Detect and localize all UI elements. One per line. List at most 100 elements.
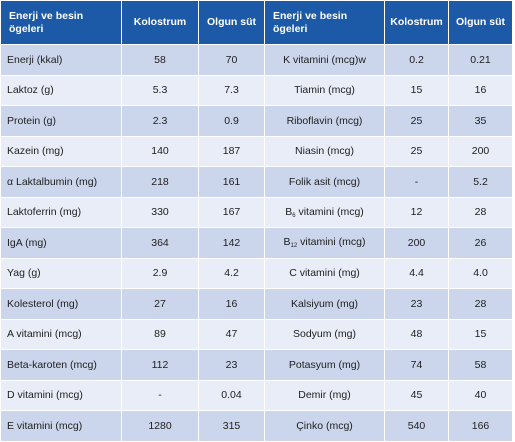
left-colostrum-value: 112 <box>121 349 199 381</box>
left-nutrient-name: Yag (g) <box>0 257 122 289</box>
right-nutrient-name: Sodyum (mg) <box>264 318 385 350</box>
left-nutrient-name: Laktoz (g) <box>0 74 122 106</box>
right-nutrient-name: Çinko (mcg) <box>264 410 385 442</box>
table-row: Laktoz (g) 5.3 7.3 Tiamin (mcg) 15 16 <box>0 74 513 106</box>
left-mature-milk-value: 7.3 <box>198 74 265 106</box>
table-row: D vitamini (mcg) -0.04 Demir (mg) 45 40 <box>0 379 513 411</box>
header-mature-milk-left: Olgun süt <box>198 0 265 45</box>
table-row: Kazein (mg) 140 187 Niasin (mcg) 25 200 <box>0 135 513 167</box>
left-colostrum-value: 1280 <box>121 410 199 442</box>
right-mature-milk-value: 5.2 <box>448 166 513 198</box>
left-colostrum-value: - <box>121 379 199 411</box>
table-row: Kolesterol (mg) 27 16 Kalsiyum (mg) 23 28 <box>0 288 513 320</box>
left-mature-milk-value: 161 <box>198 166 265 198</box>
table-row: α Laktalbumin (mg) 218 161 Folik asit (mcg)… <box>0 166 513 198</box>
table-row: Laktoferrin (mg) 330 167 B6 vitamini (mcg) 1… <box>0 196 513 228</box>
table-body: Enerji (kkal) 58 70 K vitamini (mcg)w 0.2 0.2… <box>0 44 513 442</box>
left-mature-milk-value: 4.2 <box>198 257 265 289</box>
header-nutrient-right: Enerji ve besin ögeleri <box>264 0 385 45</box>
left-nutrient-name: IgA (mg) <box>0 227 122 259</box>
right-mature-milk-value: 16 <box>448 74 513 106</box>
right-nutrient-name: Folik asit (mcg) <box>264 166 385 198</box>
right-mature-milk-value: 40 <box>448 379 513 411</box>
left-colostrum-value: 218 <box>121 166 199 198</box>
left-colostrum-value: 27 <box>121 288 199 320</box>
left-colostrum-value: 330 <box>121 196 199 228</box>
right-nutrient-name-main: B <box>285 205 293 218</box>
left-colostrum-value: 2.3 <box>121 105 199 137</box>
right-mature-milk-value: 0.21 <box>448 44 513 76</box>
header-nutrient-line2: ögeleri <box>9 22 44 35</box>
left-colostrum-value: 364 <box>121 227 199 259</box>
right-nutrient-name: Kalsiyum (mg) <box>264 288 385 320</box>
left-nutrient-name: Protein (g) <box>0 105 122 137</box>
header-mature-milk-right: Olgun süt <box>448 0 513 45</box>
right-mature-milk-value: 28 <box>448 196 513 228</box>
right-nutrient-name: Niasin (mcg) <box>264 135 385 167</box>
right-mature-milk-value: 15 <box>448 318 513 350</box>
left-mature-milk-value: 0.04 <box>198 379 265 411</box>
table-row: E vitamini (mcg) 1280 315 Çinko (mcg) 540 166 <box>0 410 513 442</box>
left-nutrient-name: Enerji (kkal) <box>0 44 122 76</box>
left-colostrum-value: 58 <box>121 44 199 76</box>
header-colostrum-left: Kolostrum <box>121 0 199 45</box>
left-mature-milk-value: 23 <box>198 349 265 381</box>
right-nutrient-name: B12 vitamini (mcg) <box>264 227 385 259</box>
left-nutrient-name: E vitamini (mcg) <box>0 410 122 442</box>
table-row: Beta-karoten (mcg) 112 23 Potasyum (mg) 74 58 <box>0 349 513 381</box>
left-mature-milk-value: 47 <box>198 318 265 350</box>
table-row: A vitamini (mcg) 89 47 Sodyum (mg) 48 15 <box>0 318 513 350</box>
right-nutrient-name: C vitamini (mg) <box>264 257 385 289</box>
left-nutrient-name: A vitamini (mcg) <box>0 318 122 350</box>
right-colostrum-value: 45 <box>384 379 449 411</box>
right-nutrient-name-rest: vitamini (mcg) <box>297 236 366 249</box>
right-colostrum-value: - <box>384 166 449 198</box>
left-mature-milk-value: 70 <box>198 44 265 76</box>
right-colostrum-value: 15 <box>384 74 449 106</box>
left-nutrient-name: D vitamini (mcg) <box>0 379 122 411</box>
left-colostrum-value: 5.3 <box>121 74 199 106</box>
left-mature-milk-value: 187 <box>198 135 265 167</box>
right-nutrient-name: Potasyum (mg) <box>264 349 385 381</box>
left-colostrum-value: 89 <box>121 318 199 350</box>
left-nutrient-name: Kazein (mg) <box>0 135 122 167</box>
right-colostrum-value: 200 <box>384 227 449 259</box>
left-mature-milk-value: 0.9 <box>198 105 265 137</box>
table-row: Protein (g) 2.3 0.9 Riboflavin (mcg) 25 35 <box>0 105 513 137</box>
right-colostrum-value: 48 <box>384 318 449 350</box>
right-colostrum-value: 25 <box>384 105 449 137</box>
header-nutrient-line2: ögeleri <box>273 22 308 35</box>
right-nutrient-name: Demir (mg) <box>264 379 385 411</box>
header-nutrient-left: Enerji ve besin ögeleri <box>0 0 122 45</box>
left-colostrum-value: 140 <box>121 135 199 167</box>
left-mature-milk-value: 315 <box>198 410 265 442</box>
left-nutrient-name: Laktoferrin (mg) <box>0 196 122 228</box>
right-nutrient-name-main: B <box>283 236 291 249</box>
header-nutrient-line1: Enerji ve besin <box>9 9 84 22</box>
right-mature-milk-value: 200 <box>448 135 513 167</box>
left-mature-milk-value: 167 <box>198 196 265 228</box>
right-colostrum-value: 0.2 <box>384 44 449 76</box>
table-header-row: Enerji ve besin ögeleri Kolostrum Olgun s… <box>0 0 513 45</box>
left-mature-milk-value: 142 <box>198 227 265 259</box>
right-colostrum-value: 12 <box>384 196 449 228</box>
right-mature-milk-value: 28 <box>448 288 513 320</box>
right-nutrient-name: Riboflavin (mcg) <box>264 105 385 137</box>
right-nutrient-name-subscript: 12 <box>290 243 298 250</box>
right-nutrient-name: Tiamin (mcg) <box>264 74 385 106</box>
right-colostrum-value: 74 <box>384 349 449 381</box>
right-mature-milk-value: 35 <box>448 105 513 137</box>
left-mature-milk-value: 16 <box>198 288 265 320</box>
right-nutrient-name: K vitamini (mcg)w <box>264 44 385 76</box>
right-mature-milk-value: 4.0 <box>448 257 513 289</box>
table-row: Enerji (kkal) 58 70 K vitamini (mcg)w 0.2 0.2… <box>0 44 513 76</box>
right-mature-milk-value: 166 <box>448 410 513 442</box>
right-nutrient-name-rest: vitamini (mcg) <box>295 205 364 218</box>
left-nutrient-name: Beta-karoten (mcg) <box>0 349 122 381</box>
right-nutrient-name-subscript: 6 <box>292 212 296 219</box>
table-row: IgA (mg) 364 142 B12 vitamini (mcg) 200 26 <box>0 227 513 259</box>
header-nutrient-line1: Enerji ve besin <box>273 9 348 22</box>
right-colostrum-value: 540 <box>384 410 449 442</box>
table-row: Yag (g) 2.9 4.2 C vitamini (mg) 4.4 4.0 <box>0 257 513 289</box>
